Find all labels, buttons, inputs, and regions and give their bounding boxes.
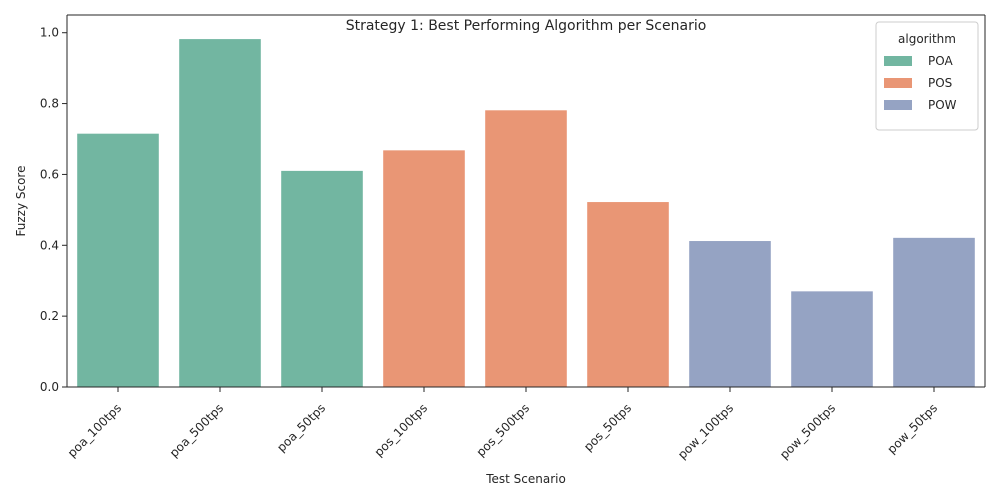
x-tick-label: pow_500tps xyxy=(777,401,838,462)
x-tick-label: pos_100tps xyxy=(372,401,430,459)
legend: algorithm POA POS POW xyxy=(875,21,979,131)
plot-area: 0.0 0.2 0.4 0.6 0.8 1.0 poa_100tps poa_500tps po… xyxy=(40,26,975,462)
y-tick-label: 0.0 xyxy=(40,380,59,394)
legend-swatch-poa xyxy=(884,56,912,66)
y-tick-label: 1.0 xyxy=(40,26,59,40)
x-tick-label: poa_500tps xyxy=(167,401,226,460)
bar-pos_100tps xyxy=(383,150,465,387)
y-tick-label: 0.6 xyxy=(40,167,59,181)
bar-poa_100tps xyxy=(77,133,159,387)
legend-title: algorithm xyxy=(898,32,956,46)
bar-pow_100tps xyxy=(689,241,771,387)
bar-poa_500tps xyxy=(179,39,261,387)
y-tick-label: 0.2 xyxy=(40,309,59,323)
y-tick-label: 0.4 xyxy=(40,238,59,252)
x-tick-label: poa_50tps xyxy=(274,401,328,455)
legend-swatch-pow xyxy=(884,100,912,110)
y-tick-label: 0.8 xyxy=(40,97,59,111)
x-tick-label: pos_50tps xyxy=(581,401,634,454)
chart-title: Strategy 1: Best Performing Algorithm pe… xyxy=(346,18,707,34)
bar-pow_500tps xyxy=(791,291,873,387)
legend-swatch-pos xyxy=(884,78,912,88)
legend-label-pow: POW xyxy=(928,98,957,112)
x-tick-label: pow_100tps xyxy=(675,401,736,462)
bar-pos_50tps xyxy=(587,202,669,387)
x-tick-label: pos_500tps xyxy=(474,401,532,459)
legend-label-pos: POS xyxy=(928,76,952,90)
x-axis-title: Test Scenario xyxy=(485,472,566,486)
x-tick-label: pow_50tps xyxy=(885,401,941,457)
x-tick-label: poa_100tps xyxy=(65,401,124,460)
bar-pow_50tps xyxy=(893,237,975,387)
y-axis-title: Fuzzy Score xyxy=(14,166,28,237)
legend-label-poa: POA xyxy=(928,54,953,68)
bar-pos_500tps xyxy=(485,110,567,387)
bar-poa_50tps xyxy=(281,170,363,387)
